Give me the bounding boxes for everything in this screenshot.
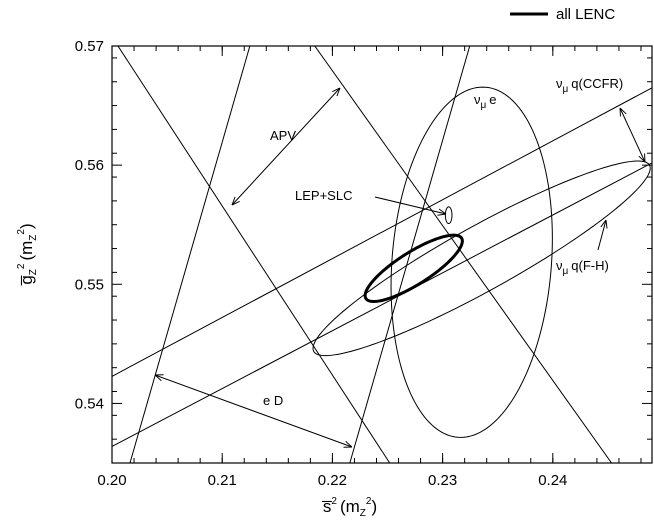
label-part: Z (28, 269, 39, 275)
legend-label: all LENC (556, 6, 615, 23)
annotation-part: ν (556, 76, 563, 91)
constraint-line (129, 46, 251, 463)
annotation-part: ν (474, 92, 481, 107)
label-part: Z (360, 508, 366, 519)
contour-ellipse (312, 160, 651, 357)
x-tick-label: 0.24 (538, 472, 567, 489)
annotation: νμ e (474, 92, 497, 111)
constraint-line (349, 46, 471, 463)
y-axis-label: g̅Z2(mZ2) (16, 223, 39, 285)
label-part: g̅ (17, 275, 36, 285)
apv-arrow (232, 88, 340, 205)
label-part: (m (340, 497, 360, 516)
annotation: νμ q(F-H) (556, 258, 609, 277)
contour-ellipse (444, 206, 453, 225)
contour-ellipse (363, 233, 464, 303)
y-tick-label: 0.57 (75, 38, 104, 55)
constraint-line (117, 46, 391, 463)
y-tick-label: 0.56 (75, 157, 104, 174)
annotation-part: e (489, 92, 496, 107)
label-part: ) (17, 223, 36, 229)
annotation-part: ν (556, 258, 563, 273)
annotation-part: μ (481, 100, 487, 111)
annotation: e D (263, 393, 283, 408)
x-tick-label: 0.20 (97, 472, 126, 489)
label-part: (m (17, 241, 36, 261)
label-part: s̅ (322, 497, 332, 516)
constraint-line (112, 87, 652, 377)
frame (111, 45, 653, 464)
label-part: ) (371, 497, 377, 516)
x-tick-label: 0.21 (208, 472, 237, 489)
label-part: 2 (16, 263, 27, 269)
x-tick-label: 0.23 (428, 472, 457, 489)
fh-arrow (597, 220, 606, 251)
ccfr-arrow (620, 108, 645, 162)
contour-ellipse (390, 86, 553, 438)
y-tick-label: 0.54 (75, 395, 104, 412)
label-part: 2 (16, 229, 27, 235)
constraint-line (112, 162, 652, 447)
annotation: APV (270, 128, 296, 143)
x-axis-label: s̅2 (mZ2) (322, 496, 377, 519)
ed-arrow (155, 375, 352, 447)
label-part: 2 (331, 496, 337, 507)
lep-arrow (374, 196, 446, 214)
label-part: 2 (366, 496, 372, 507)
plot-area (112, 46, 652, 463)
constraint-line (314, 46, 612, 463)
annotation-part: q(CCFR) (571, 76, 623, 91)
y-tick-label: 0.55 (75, 276, 104, 293)
annotation-part: μ (563, 84, 569, 95)
annotation: νμ q(CCFR) (556, 76, 623, 95)
annotation-part: q(F-H) (571, 258, 609, 273)
annotation: LEP+SLC (295, 188, 352, 203)
label-part: Z (28, 235, 39, 241)
annotation-part: μ (563, 266, 569, 277)
x-tick-label: 0.22 (318, 472, 347, 489)
